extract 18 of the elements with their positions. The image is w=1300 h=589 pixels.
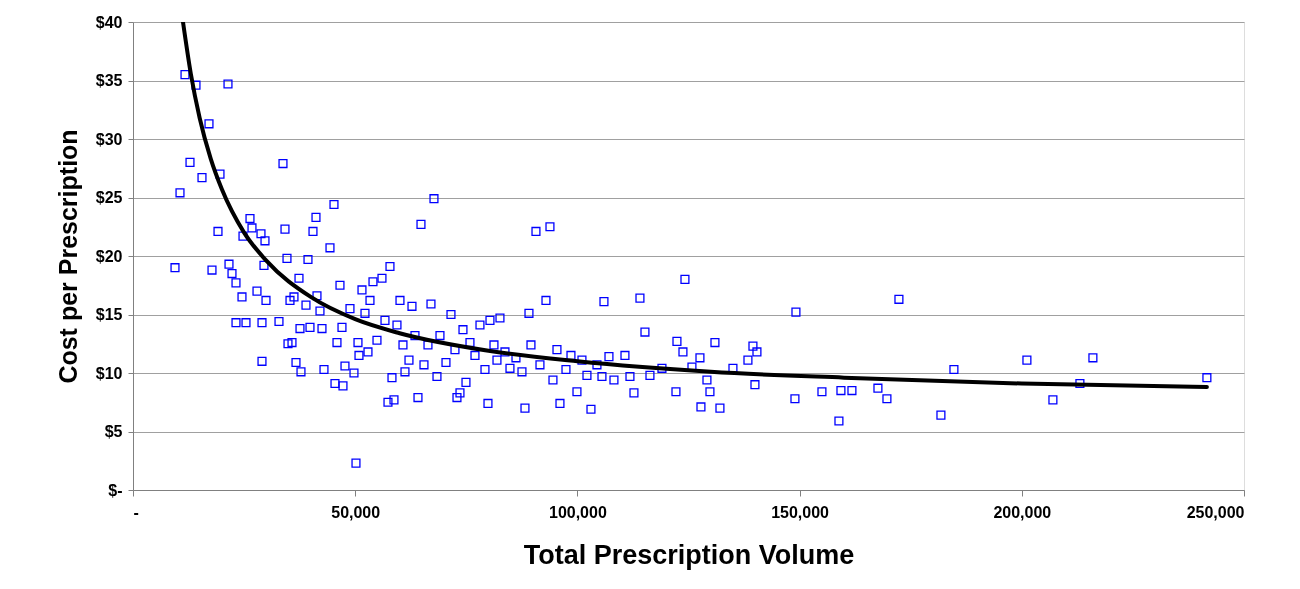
x-tick-label: 200,000 [993,503,1052,521]
y-tick-label: $5 [104,423,123,440]
y-tick-label: $20 [95,247,123,265]
x-tick-label: 150,000 [771,503,830,521]
x-tick-label: 250,000 [1186,503,1245,521]
line-series [181,22,1209,390]
y-tick-label: $30 [95,130,123,148]
y-axis-title: Cost per Prescription [53,129,82,384]
y-tick-label: $25 [95,189,123,206]
x-tick-label: 50,000 [331,503,381,521]
y-tick-label: $10 [95,364,123,382]
y-tick-label: $15 [95,306,123,323]
y-tick-label: $40 [95,13,123,31]
x-tick-label: 100,000 [548,503,607,521]
y-tick-label: $35 [95,72,123,89]
x-axis-title: Total Prescription Volume [523,539,855,570]
x-tick-label: - [133,503,139,521]
y-tick-label: $- [108,481,123,499]
